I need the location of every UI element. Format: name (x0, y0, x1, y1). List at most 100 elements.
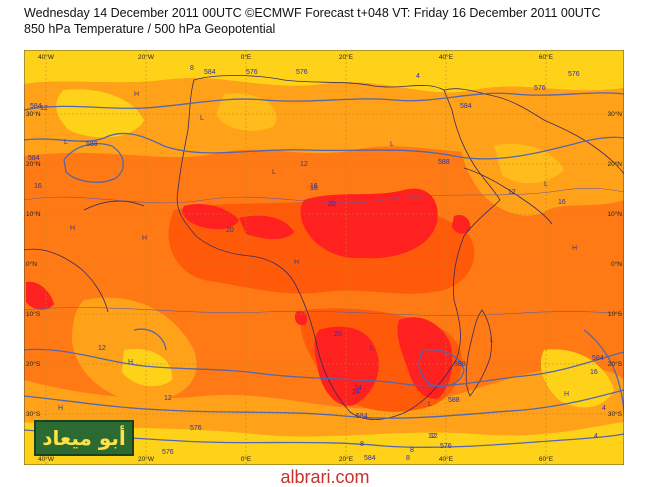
contour-label: 576 (190, 425, 202, 432)
extreme-zone-8 (294, 310, 308, 326)
forecast-title: Wednesday 14 December 2011 00UTC ©ECMWF … (24, 6, 601, 20)
contour-label: 584 (28, 155, 40, 162)
extreme-zone-2 (239, 215, 294, 239)
contour-label: 24 (352, 389, 360, 396)
forecast-subtitle: 850 hPa Temperature / 500 hPa Geopotenti… (24, 22, 276, 36)
high-marker: H (134, 91, 139, 98)
cold-pocket-east (494, 143, 564, 184)
low-marker: L (64, 139, 68, 146)
lon-tick: 40°E (439, 53, 454, 61)
lat-tick: 0°N (611, 260, 622, 268)
contour-label: 20 (328, 201, 336, 208)
contour-label: 584 (204, 69, 216, 76)
contour-label-group: 584 576 588 12 16 20 24 588 584 576 576 … (28, 65, 606, 462)
contour-label: 4 (416, 73, 420, 80)
contour-label: 584 (364, 455, 376, 462)
lat-tick: 20°N (607, 160, 622, 168)
lon-tick: 40°W (38, 53, 55, 61)
high-marker: H (128, 359, 133, 366)
graticule (24, 50, 624, 465)
low-marker: L (390, 141, 394, 148)
lon-tick: 20°E (339, 53, 354, 61)
lat-tick: 30°S (26, 410, 41, 418)
contour-label: 588 (454, 361, 466, 368)
contour-label: 584 (460, 103, 472, 110)
high-marker: H (564, 391, 569, 398)
watermark-site: albrari.com (280, 467, 370, 487)
cold-pocket-1 (56, 89, 144, 138)
weather-map: 40°W 20°W 0°E 20°E 40°E 60°E 40°W 20°W 0… (24, 50, 624, 465)
contour-label: 588 (86, 141, 98, 148)
lon-tick: 60°E (539, 455, 554, 463)
extreme-zone-4 (452, 214, 471, 234)
contour-lines (24, 92, 624, 448)
contour-label: 12 (428, 433, 436, 440)
lat-tick: 30°N (26, 110, 41, 118)
lat-tick: 20°S (608, 360, 623, 368)
contour-label: 12 (164, 395, 172, 402)
cold-pocket-2 (216, 93, 277, 131)
lon-tick: 0°E (241, 455, 252, 463)
lat-tick: 10°S (26, 310, 41, 318)
cold-region-north (24, 50, 624, 93)
extreme-zone-6 (314, 326, 379, 406)
contour-label: 576 (440, 443, 452, 450)
lat-ticks-right: 30°N 20°N 10°N 0°N 10°S 20°S 30°S (607, 110, 622, 418)
contour-label: 8 (410, 447, 414, 454)
contour-label: 576 (296, 69, 308, 76)
contour-label: 8 (190, 65, 194, 72)
lon-tick: 20°W (138, 455, 155, 463)
high-marker: H (142, 235, 147, 242)
contour-label: 584 (592, 355, 604, 362)
contour-label: 4 (602, 405, 606, 412)
high-marker: H (294, 259, 299, 266)
contour-label: 588 (448, 397, 460, 404)
contour-label: 16 (34, 183, 42, 190)
low-marker: L (370, 345, 374, 352)
contour-label: 16 (310, 183, 318, 190)
contour-label: 12 (40, 105, 48, 112)
contour-label: 8 (406, 455, 410, 462)
contour-label: 12 (430, 433, 438, 440)
extreme-zone-3 (300, 188, 438, 259)
contour-label: 12 (300, 161, 308, 168)
contour-label: 576 (534, 85, 546, 92)
lon-ticks-bottom: 40°W 20°W 0°E 20°E 40°E 60°E (38, 455, 554, 463)
high-marker: H (70, 225, 75, 232)
contour-label: 20 (334, 331, 342, 338)
contour-label: 12 (508, 189, 516, 196)
high-marker: H (58, 405, 63, 412)
contour-label: 12 (98, 345, 106, 352)
extreme-zone-5 (26, 281, 54, 310)
contour-label: 8 (360, 441, 364, 448)
lat-tick: 0°N (26, 260, 37, 268)
contour-label: 584 (30, 103, 42, 110)
lat-tick: 10°N (607, 210, 622, 218)
lon-tick: 20°E (339, 455, 354, 463)
cold-pocket-southwest (122, 349, 173, 387)
pressure-markers: H H H H H H H H L L L L L L L L (58, 91, 577, 412)
cold-pocket-southeast (540, 349, 614, 408)
low-marker: L (428, 401, 432, 408)
lon-tick: 0°E (241, 53, 252, 61)
high-marker: H (572, 245, 577, 252)
lon-tick: 40°E (439, 455, 454, 463)
extreme-zone-1 (182, 203, 239, 230)
contour-label: 576 (246, 69, 258, 76)
contour-label: 584 (356, 413, 368, 420)
watermark-logo: أبو ميعاد (34, 420, 134, 456)
lon-tick: 20°W (138, 53, 155, 61)
contour-label: 588 (438, 159, 450, 166)
watermark-logo-text: أبو ميعاد (42, 426, 126, 450)
lon-ticks-top: 40°W 20°W 0°E 20°E 40°E 60°E (38, 53, 554, 61)
contour-label: 576 (162, 449, 174, 456)
contour-label: 4 (594, 433, 598, 440)
lat-tick: 10°N (26, 210, 41, 218)
lat-ticks-left: 30°N 20°N 10°N 0°N 10°S 20°S 30°S (26, 110, 41, 418)
lat-tick: 20°S (26, 360, 41, 368)
lon-tick: 60°E (539, 53, 554, 61)
lat-tick: 10°S (608, 310, 623, 318)
lat-tick: 30°N (607, 110, 622, 118)
contour-label: 24 (354, 385, 362, 392)
